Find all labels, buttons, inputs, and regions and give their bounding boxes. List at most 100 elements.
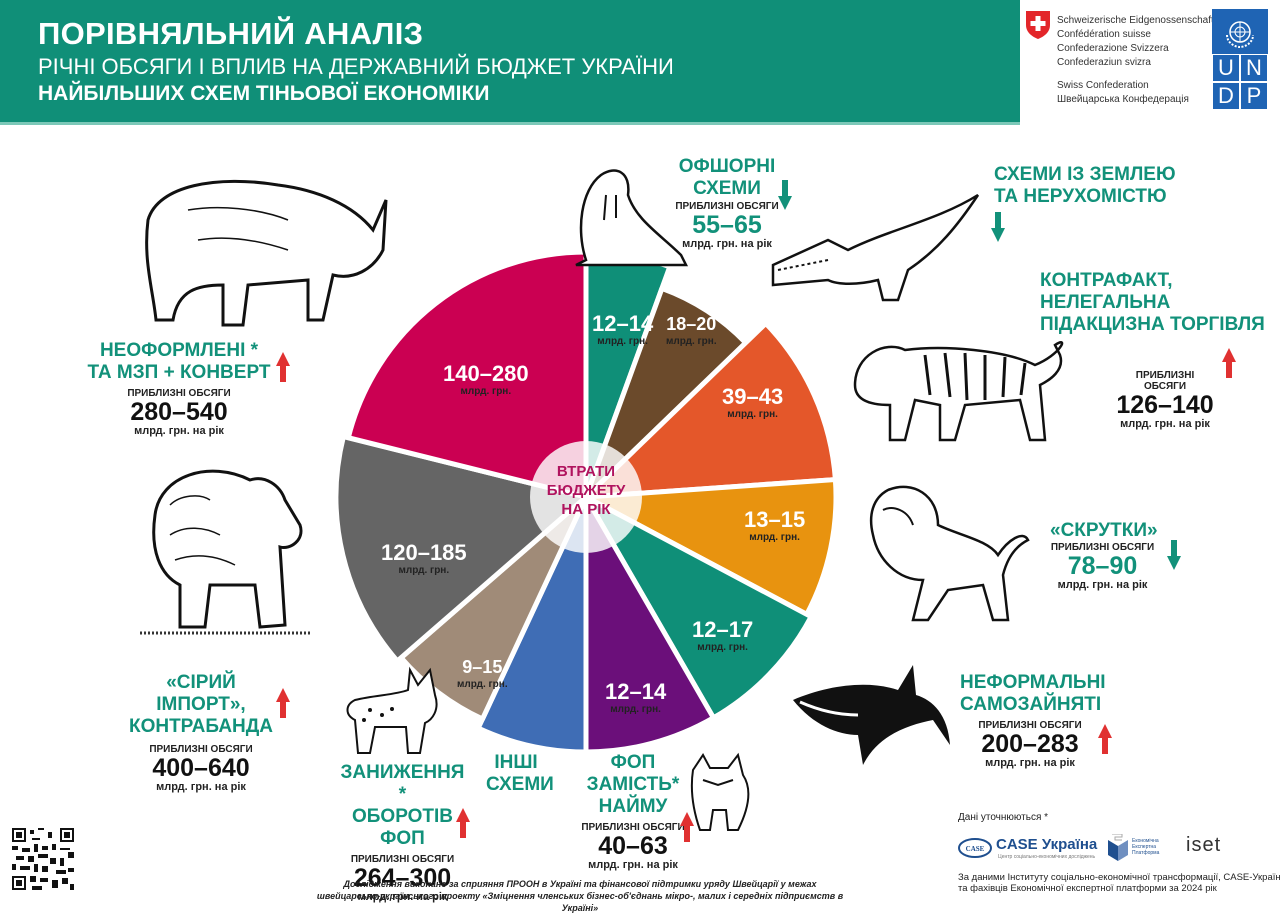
chart-wedge: [475, 494, 589, 755]
scheme-unit: млрд. грн. на рік: [1057, 579, 1148, 591]
wedge-unit: млрд. грн.: [697, 642, 748, 653]
arrow-up-icon: [680, 812, 694, 842]
eep-line: Платформа: [1132, 850, 1160, 856]
arrow-down-icon: [778, 180, 792, 210]
scheme-volume: 40–63: [598, 832, 668, 860]
wedge-value: 9–15: [462, 657, 503, 677]
wedge-label-grey-import: 120–185 млрд. грн.: [381, 541, 467, 577]
scheme-volume: 280–540: [130, 398, 228, 426]
wedge-label-offshore: 12–14 млрд. грн.: [592, 312, 653, 348]
wedge-value: 120–185: [381, 540, 467, 565]
wedge-unit: млрд. грн.: [398, 565, 450, 576]
arrow-down-icon: [1167, 540, 1181, 570]
wedge-value: 18–20: [666, 314, 717, 334]
page-title: ПОРІВНЯЛЬНИЙ АНАЛІЗ: [38, 16, 424, 51]
chart-wedge: [333, 434, 589, 664]
iset-logo: iset: [1186, 834, 1222, 856]
swiss-line: Confédération suisse: [1057, 29, 1151, 40]
eep-line: Експертна: [1132, 844, 1157, 850]
svg-text:CASE: CASE: [966, 845, 985, 853]
scheme-unit: млрд. грн. на рік: [156, 781, 246, 793]
chart-wedge: [345, 249, 589, 500]
scheme-unit: млрд. грн. на рік: [682, 238, 772, 250]
swiss-shield-icon: [1026, 11, 1050, 39]
approx-label: ПРИБЛИЗНІ ОБСЯГИ: [1135, 370, 1195, 392]
arrow-down-icon: [991, 212, 1005, 242]
approx-label: ПРИБЛИЗНІ ОБСЯГИ: [350, 854, 455, 865]
scheme-title: СХЕМИ ІЗ ЗЕМЛЕЮ: [994, 164, 1176, 185]
wedge-label-unregistered: 140–280 млрд. грн.: [443, 362, 529, 398]
chart-center-label: ВТРАТИ БЮДЖЕТУ НА РІК: [536, 462, 636, 519]
data-credits: Дані уточнюються * CASE CASE Україна Цен…: [958, 812, 1280, 894]
lion-illustration-icon: [869, 485, 1030, 622]
qr-code-icon[interactable]: [12, 828, 74, 890]
wedge-unit: млрд. грн.: [749, 532, 800, 543]
callout-fop-underreport: ЗАНИЖЕННЯ * ОБОРОТІВ ФОП ПРИБЛИЗНІ ОБСЯГ…: [335, 762, 470, 903]
undp-letter: U: [1212, 54, 1240, 82]
scheme-title: НЕОФОРМЛЕНІ *: [99, 340, 259, 361]
chart-wedge: [583, 320, 838, 500]
swiss-line: Швейцарська Конфедерація: [1057, 94, 1189, 105]
scheme-unit: млрд. грн. на рік: [985, 757, 1075, 769]
callout-twists: «СКРУТКИ» ПРИБЛИЗНІ ОБСЯГИ 78–90 млрд. г…: [1050, 520, 1158, 591]
callout-grey-import: «СІРИЙ ІМПОРТ», КОНТРАБАНДА ПРИБЛИЗНІ ОБ…: [126, 672, 276, 793]
undp-logo: U N D P: [1212, 9, 1268, 110]
arrow-up-icon: [276, 688, 290, 718]
wedge-unit: млрд. грн.: [597, 336, 648, 347]
research-partner-logos: CASE CASE Україна Центр соціально-економ…: [958, 834, 1268, 870]
wedge-label-fop-hiring: 12–14 млрд. грн.: [605, 680, 666, 716]
wedge-label-counterfeit: 39–43 млрд. грн.: [722, 385, 783, 421]
footer-acknowledgement: Дослідження виконане за сприяння ПРООН в…: [300, 878, 860, 914]
wedge-unit: млрд. грн.: [727, 409, 778, 420]
case-logo-icon: CASE: [958, 838, 992, 858]
crocodile-illustration-icon: [771, 193, 980, 302]
wolf-illustration-icon: [690, 752, 750, 831]
bear-illustration-icon: [140, 469, 310, 635]
wedge-value: 13–15: [744, 507, 806, 532]
scheme-title: СХЕМИ: [486, 774, 554, 795]
wedge-unit: млрд. грн.: [666, 336, 717, 347]
scheme-unit: млрд. грн. на рік: [134, 425, 224, 437]
arrow-up-icon: [276, 352, 290, 382]
undp-letter: N: [1240, 54, 1268, 82]
callout-counterfeit: КОНТРАФАКТ, НЕЛЕГАЛЬНА ПІДАКЦИЗНА ТОРГІВ…: [1040, 270, 1265, 336]
callout-fop-hiring: ФОП ЗАМІСТЬ* НАЙМУ ПРИБЛИЗНІ ОБСЯГИ 40–6…: [568, 752, 698, 871]
scheme-title: ТА НЕРУХОМІСТЮ: [994, 186, 1167, 207]
data-note: Дані уточнюються *: [958, 812, 1049, 823]
approx-label: ПРИБЛИЗНІ ОБСЯГИ: [127, 388, 231, 399]
callout-offshore: ОФШОРНІ СХЕМИ ПРИБЛИЗНІ ОБСЯГИ 55–65 млр…: [652, 156, 802, 250]
scheme-volume: 78–90: [1067, 552, 1138, 580]
walrus-illustration-icon: [575, 169, 689, 267]
case-ukraine-subtitle: Центр соціально-економічних досліджень: [998, 854, 1096, 860]
eep-line: Економічна: [1132, 838, 1159, 844]
callout-land: СХЕМИ ІЗ ЗЕМЛЕЮ ТА НЕРУХОМІСТЮ: [994, 164, 1176, 208]
eep-name: Економічна Експертна Платформа: [1132, 838, 1159, 856]
wedge-value: 12–17: [692, 617, 754, 642]
swiss-line: Swiss Confederation: [1057, 80, 1149, 91]
case-ukraine-name: CASE Україна: [996, 836, 1098, 853]
approx-label: ПРИБЛИЗНІ ОБСЯГИ: [149, 744, 253, 755]
center-line: БЮДЖЕТУ: [546, 482, 626, 499]
scheme-title: ПІДАКЦИЗНА ТОРГІВЛЯ: [1040, 314, 1265, 335]
callout-self-employed: НЕФОРМАЛЬНІ САМОЗАЙНЯТІ ПРИБЛИЗНІ ОБСЯГИ…: [960, 672, 1106, 769]
chart-wedge: [583, 494, 814, 721]
wedge-label-land: 18–20 млрд. грн.: [666, 312, 717, 348]
swiss-confederation-text: Schweizerische Eidgenossenschaft Confédé…: [1057, 14, 1214, 107]
eep-logo-icon: [1108, 834, 1128, 861]
callout-counterfeit-volume: ПРИБЛИЗНІ ОБСЯГИ 126–140 млрд. грн. на р…: [1115, 370, 1215, 430]
wedge-value: 12–14: [605, 679, 667, 704]
scheme-title: ТА МЗП + КОНВЕРТ: [87, 362, 271, 383]
callout-unregistered: НЕОФОРМЛЕНІ * ТА МЗП + КОНВЕРТ ПРИБЛИЗНІ…: [84, 340, 274, 437]
wedge-unit: млрд. грн.: [610, 704, 661, 715]
scheme-title: НАЙМУ: [598, 796, 668, 817]
chart-center-circle: [530, 441, 642, 553]
rhino-illustration-icon: [145, 179, 388, 327]
scheme-title: САМОЗАЙНЯТІ: [960, 694, 1102, 715]
un-emblem-icon: [1226, 21, 1254, 49]
scheme-title: ОБОРОТІВ ФОП: [351, 806, 454, 849]
scheme-volume: 400–640: [152, 754, 250, 782]
arrow-up-icon: [1222, 348, 1236, 378]
data-source: За даними Інституту соціально-економічно…: [958, 872, 1280, 894]
undp-letters: U N D P: [1212, 54, 1268, 110]
wedge-label-twists: 13–15 млрд. грн.: [744, 508, 805, 544]
